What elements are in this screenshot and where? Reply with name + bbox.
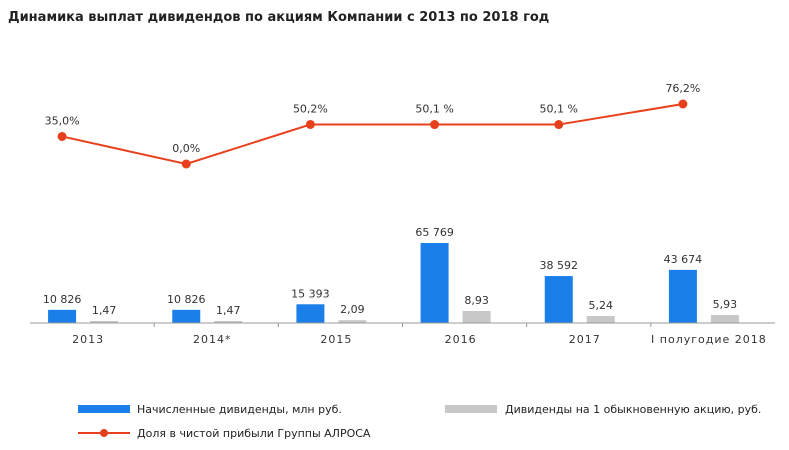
legend-label-per-share: Дивиденды на 1 обыкновенную акцию, руб. <box>505 403 761 416</box>
bar-per-share-0 <box>90 321 119 323</box>
share-point-0 <box>57 131 67 141</box>
legend-swatch-accrued <box>78 405 130 413</box>
share-line <box>61 103 684 166</box>
share-label-4: 50,1 % <box>540 103 578 116</box>
share-label-1: 0,0% <box>172 142 200 155</box>
label-accrued-2: 15 393 <box>291 287 330 300</box>
label-accrued-4: 38 592 <box>540 259 579 272</box>
legend-swatch-per-share <box>445 405 497 413</box>
label-per-share-4: 5,24 <box>589 299 614 312</box>
x-tick-3: 2016 <box>445 333 477 346</box>
bar-per-share-2 <box>338 320 367 323</box>
x-tick-0: 2013 <box>72 333 104 346</box>
label-per-share-3: 8,93 <box>464 294 489 307</box>
legend: Начисленные дивиденды, млн руб. Дивиденд… <box>78 403 761 440</box>
bar-per-share-5 <box>710 315 739 323</box>
share-label-5: 76,2% <box>665 82 700 95</box>
bar-accrued-5 <box>668 269 697 323</box>
label-per-share-2: 2,09 <box>340 303 365 316</box>
x-tick-1: 2014* <box>193 333 232 346</box>
bar-accrued-0 <box>48 309 77 323</box>
share-point-5 <box>678 99 688 109</box>
legend-label-accrued: Начисленные дивиденды, млн руб. <box>137 403 342 416</box>
label-accrued-3: 65 769 <box>415 226 454 239</box>
x-tick-4: 2017 <box>569 333 601 346</box>
bar-accrued-2 <box>296 304 325 323</box>
share-point-2 <box>305 119 315 129</box>
bar-per-share-3 <box>462 311 491 323</box>
bar-accrued-4 <box>544 276 573 323</box>
legend-label-share: Доля в чистой прибыли Группы АЛРОСА <box>137 427 371 440</box>
label-accrued-0: 10 826 <box>43 293 82 306</box>
legend-marker-share <box>100 429 108 437</box>
share-point-3 <box>430 120 440 130</box>
label-per-share-0: 1,47 <box>92 304 117 317</box>
share-label-0: 35,0% <box>45 114 80 127</box>
label-accrued-5: 43 674 <box>664 253 703 266</box>
x-tick-2: 2015 <box>320 333 352 346</box>
bar-accrued-3 <box>420 243 449 323</box>
share-point-4 <box>554 120 564 130</box>
bar-accrued-1 <box>172 309 201 323</box>
label-accrued-1: 10 826 <box>167 293 206 306</box>
label-per-share-5: 5,93 <box>713 298 738 311</box>
share-label-2: 50,2% <box>293 102 328 115</box>
share-point-1 <box>181 159 191 169</box>
bar-per-share-4 <box>586 315 615 323</box>
share-label-3: 50,1 % <box>415 103 453 116</box>
bar-per-share-1 <box>214 321 243 323</box>
x-tick-5: I полугодие 2018 <box>651 333 767 346</box>
chart-title: Динамика выплат дивидендов по акциям Ком… <box>8 10 550 25</box>
label-per-share-1: 1,47 <box>216 304 241 317</box>
